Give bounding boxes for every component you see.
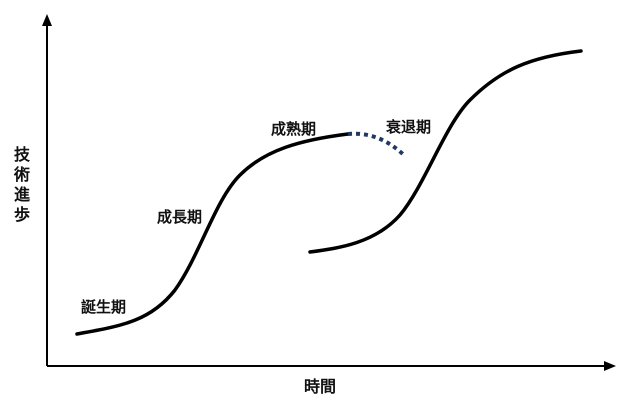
- y-axis-title-char: 進: [14, 185, 30, 204]
- x-axis-title: 時間: [304, 377, 336, 396]
- y-axis-title-char: 歩: [14, 205, 30, 224]
- x-axis-arrow: [604, 361, 616, 371]
- label-birth: 誕生期: [81, 298, 126, 316]
- label-growth: 成長期: [157, 208, 202, 226]
- label-decline: 衰退期: [385, 118, 431, 136]
- y-axis-title-char: 術: [13, 165, 30, 184]
- y-axis-arrow: [42, 14, 52, 26]
- decline-dotted-curve: [347, 131, 407, 158]
- second-s-curve: [308, 49, 583, 254]
- first-s-curve: [75, 132, 350, 336]
- y-axis-title: 技術進歩: [13, 145, 31, 224]
- y-axis-title-char: 技: [14, 145, 31, 164]
- label-maturity: 成熟期: [271, 120, 316, 138]
